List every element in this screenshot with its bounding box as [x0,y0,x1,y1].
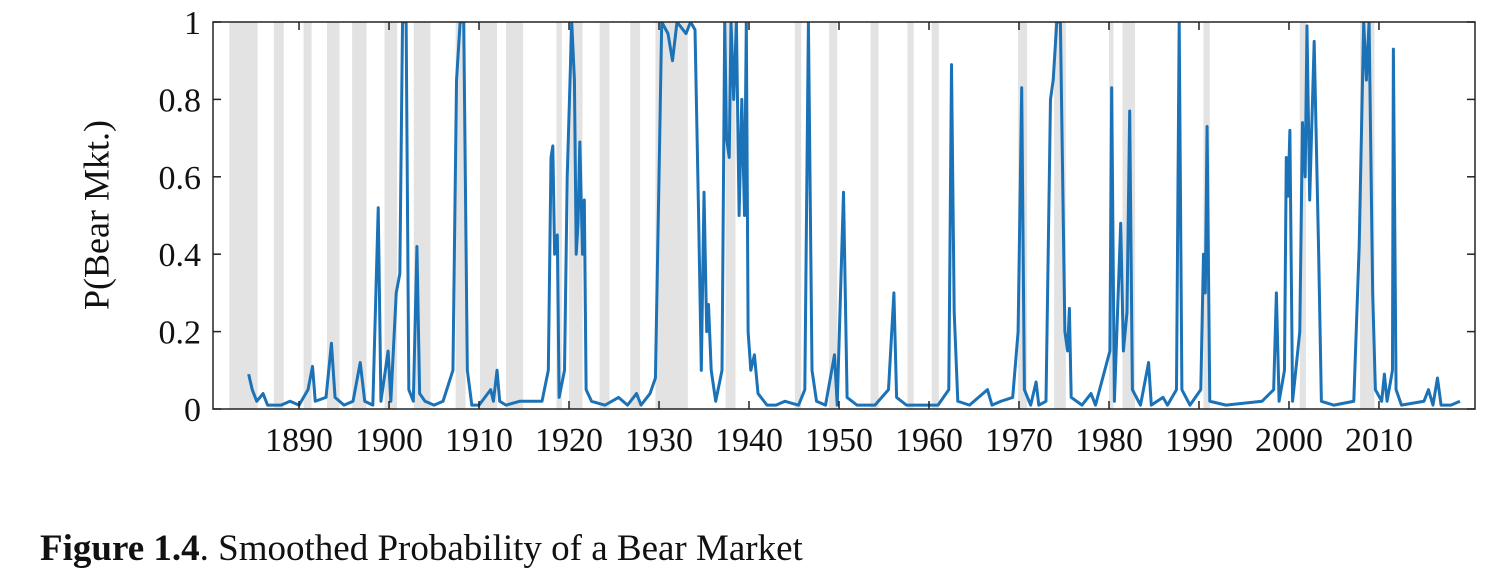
caption-label: Figure 1.4 [40,528,200,569]
shaded-period [870,22,879,409]
shaded-period [273,22,284,409]
shaded-period [229,22,258,409]
x-tick-label: 1930 [625,422,693,459]
shaded-period [1299,22,1307,409]
caption: Figure 1.4. Smoothed Probability of a Be… [40,528,804,569]
x-tick-label: 1900 [355,422,423,459]
y-axis-label: P(Bear Mkt.) [76,120,116,310]
shaded-period [556,22,562,409]
shaded-period [326,22,340,409]
shaded-period [829,22,838,409]
shaded-period [303,22,312,409]
shaded-period [599,22,610,409]
x-tick-label: 2000 [1255,422,1323,459]
shaded-period [794,22,802,409]
x-tick-label: 1950 [805,422,873,459]
x-tick-label: 1910 [445,422,513,459]
shaded-period [479,22,498,409]
shaded-period [413,22,431,409]
y-tick-label: 0.8 [159,82,202,119]
y-tick-label: 0 [184,392,201,429]
y-tick-label: 0.4 [159,237,202,274]
plot-frame [212,21,1476,410]
data-line [247,22,1461,407]
shaded-period [352,22,367,409]
shaded-period [455,22,466,409]
x-tick-label: 1990 [1165,422,1233,459]
x-tick-label: 2010 [1345,422,1413,459]
shaded-period [907,22,914,409]
x-tick-label: 1890 [265,422,333,459]
y-tick-label: 0.2 [159,315,202,352]
shaded-period [506,22,524,409]
shaded-period [384,22,398,409]
x-tick-label: 1970 [985,422,1053,459]
shaded-period [931,22,939,409]
x-tick-label: 1940 [715,422,783,459]
shaded-period [725,22,736,409]
caption-text: . Smoothed Probability of a Bear Market [200,528,804,569]
shaded-period [630,22,641,409]
x-tick-label: 1960 [895,422,963,459]
y-tick-label: 0.6 [159,160,202,197]
y-tick-label: 1 [184,5,201,42]
x-tick-label: 1980 [1075,422,1143,459]
x-tick-label: 1920 [535,422,603,459]
shaded-period [1054,22,1066,409]
